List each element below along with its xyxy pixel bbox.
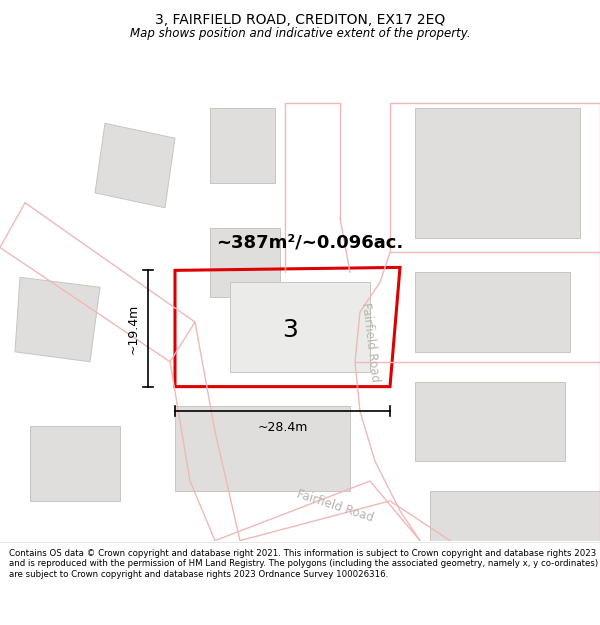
Polygon shape <box>415 272 570 352</box>
Text: Contains OS data © Crown copyright and database right 2021. This information is : Contains OS data © Crown copyright and d… <box>9 549 598 579</box>
Polygon shape <box>210 108 275 183</box>
Text: Map shows position and indicative extent of the property.: Map shows position and indicative extent… <box>130 28 470 40</box>
Polygon shape <box>175 406 350 491</box>
Text: 3: 3 <box>282 318 298 342</box>
Polygon shape <box>230 282 370 372</box>
Polygon shape <box>95 123 175 208</box>
Polygon shape <box>15 278 100 362</box>
Text: Fairfield Road: Fairfield Road <box>295 488 375 524</box>
Text: ~28.4m: ~28.4m <box>257 421 308 434</box>
Text: Fairfield Road: Fairfield Road <box>359 301 382 382</box>
Text: 3, FAIRFIELD ROAD, CREDITON, EX17 2EQ: 3, FAIRFIELD ROAD, CREDITON, EX17 2EQ <box>155 13 445 28</box>
Polygon shape <box>415 108 580 238</box>
Polygon shape <box>30 426 120 501</box>
Polygon shape <box>415 382 565 461</box>
Polygon shape <box>430 491 600 541</box>
Text: ~387m²/~0.096ac.: ~387m²/~0.096ac. <box>217 234 404 251</box>
Polygon shape <box>210 228 280 297</box>
Text: ~19.4m: ~19.4m <box>127 303 140 354</box>
